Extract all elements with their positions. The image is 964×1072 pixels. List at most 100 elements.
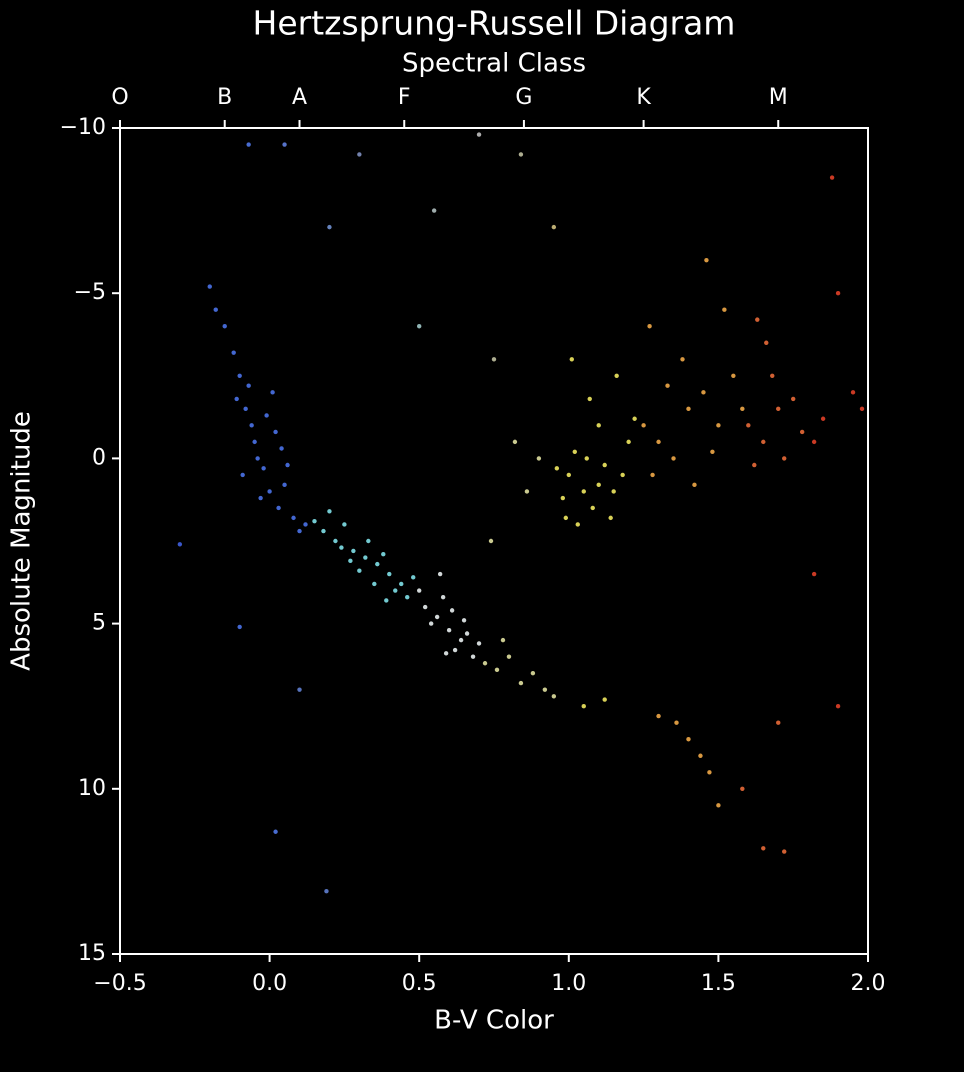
star-point [381, 552, 386, 557]
star-point [566, 472, 571, 478]
star-point [240, 472, 245, 478]
star-point [686, 406, 691, 412]
star-point [375, 561, 380, 567]
star-point [776, 720, 781, 725]
y-tick-label: 5 [92, 611, 106, 636]
star-point [829, 175, 835, 180]
star-point [632, 416, 637, 421]
star-point [339, 545, 344, 550]
star-point [614, 373, 619, 378]
star-point [620, 472, 625, 478]
chart-title: Hertzsprung-Russell Diagram [253, 4, 736, 43]
y-tick-label: 10 [78, 776, 106, 801]
star-point [722, 307, 727, 312]
star-point [207, 284, 212, 289]
star-point [297, 528, 302, 534]
star-point [791, 396, 796, 402]
star-point [264, 413, 269, 418]
star-point [476, 641, 482, 646]
star-point [850, 390, 856, 395]
star-point [656, 713, 661, 719]
star-point [647, 324, 652, 329]
star-point [327, 509, 332, 514]
star-point [584, 456, 589, 461]
star-point [710, 449, 715, 454]
plot-frame [119, 127, 869, 955]
star-point [506, 654, 512, 659]
star-point [761, 846, 766, 851]
x2-tick-label: A [292, 85, 307, 110]
star-point [611, 489, 616, 494]
y-tick-label: −10 [60, 115, 106, 140]
star-point [297, 687, 302, 692]
star-point [820, 416, 826, 421]
star-point [704, 257, 709, 263]
star-point [626, 439, 631, 445]
star-point [470, 654, 476, 659]
x2-tick-label: F [398, 85, 411, 110]
star-point [321, 528, 326, 534]
star-point [716, 423, 721, 428]
x-tick-label: 1.5 [701, 971, 736, 996]
star-point [740, 786, 745, 791]
star-point [351, 548, 356, 554]
star-point [835, 291, 841, 296]
star-point [716, 803, 721, 808]
star-point [692, 482, 697, 488]
star-point [357, 152, 362, 157]
star-point [518, 152, 524, 157]
star-point [417, 324, 422, 329]
y-tick-label: −5 [74, 280, 106, 305]
star-point [524, 489, 530, 494]
star-point [252, 439, 257, 445]
x2-axis-label: Spectral Class [402, 49, 586, 79]
star-point [782, 456, 787, 461]
x2-tick-label: M [769, 85, 788, 110]
star-point [799, 429, 805, 435]
star-point [707, 770, 712, 775]
star-point [405, 594, 410, 600]
star-point [399, 581, 404, 587]
star-point [372, 581, 377, 587]
star-point [542, 687, 548, 692]
star-point [755, 317, 760, 322]
star-point [267, 489, 272, 494]
star-point [680, 357, 685, 362]
star-point [431, 208, 437, 213]
x-axis-label: B-V Color [434, 1006, 554, 1036]
x-tick-label: 1.0 [551, 971, 586, 996]
star-point [387, 571, 392, 577]
star-point [437, 571, 443, 577]
star-point [776, 406, 781, 412]
star-point [518, 680, 524, 686]
star-point [482, 661, 488, 666]
star-point [674, 720, 679, 725]
x2-tick-label: K [636, 85, 651, 110]
star-point [581, 704, 586, 709]
star-point [782, 849, 787, 854]
star-point [258, 495, 263, 501]
star-point [602, 697, 607, 702]
star-point [461, 618, 467, 623]
star-point [569, 357, 574, 362]
star-point [440, 594, 446, 600]
star-point [575, 522, 580, 527]
y-tick-label: 0 [92, 445, 106, 470]
star-point [761, 439, 766, 445]
star-point [458, 637, 464, 643]
star-point [443, 651, 449, 656]
star-point [665, 383, 670, 388]
star-point [357, 568, 362, 573]
x2-tick-label: B [217, 85, 232, 110]
star-point [273, 829, 278, 834]
points [177, 132, 865, 894]
star-point [446, 628, 452, 633]
star-point [452, 647, 458, 653]
y-axis-label: Absolute Magnitude [7, 411, 37, 671]
star-point [411, 575, 416, 580]
x-tick-label: 2.0 [851, 971, 886, 996]
star-point [596, 482, 601, 488]
star-point [249, 423, 254, 428]
star-point [282, 142, 287, 147]
